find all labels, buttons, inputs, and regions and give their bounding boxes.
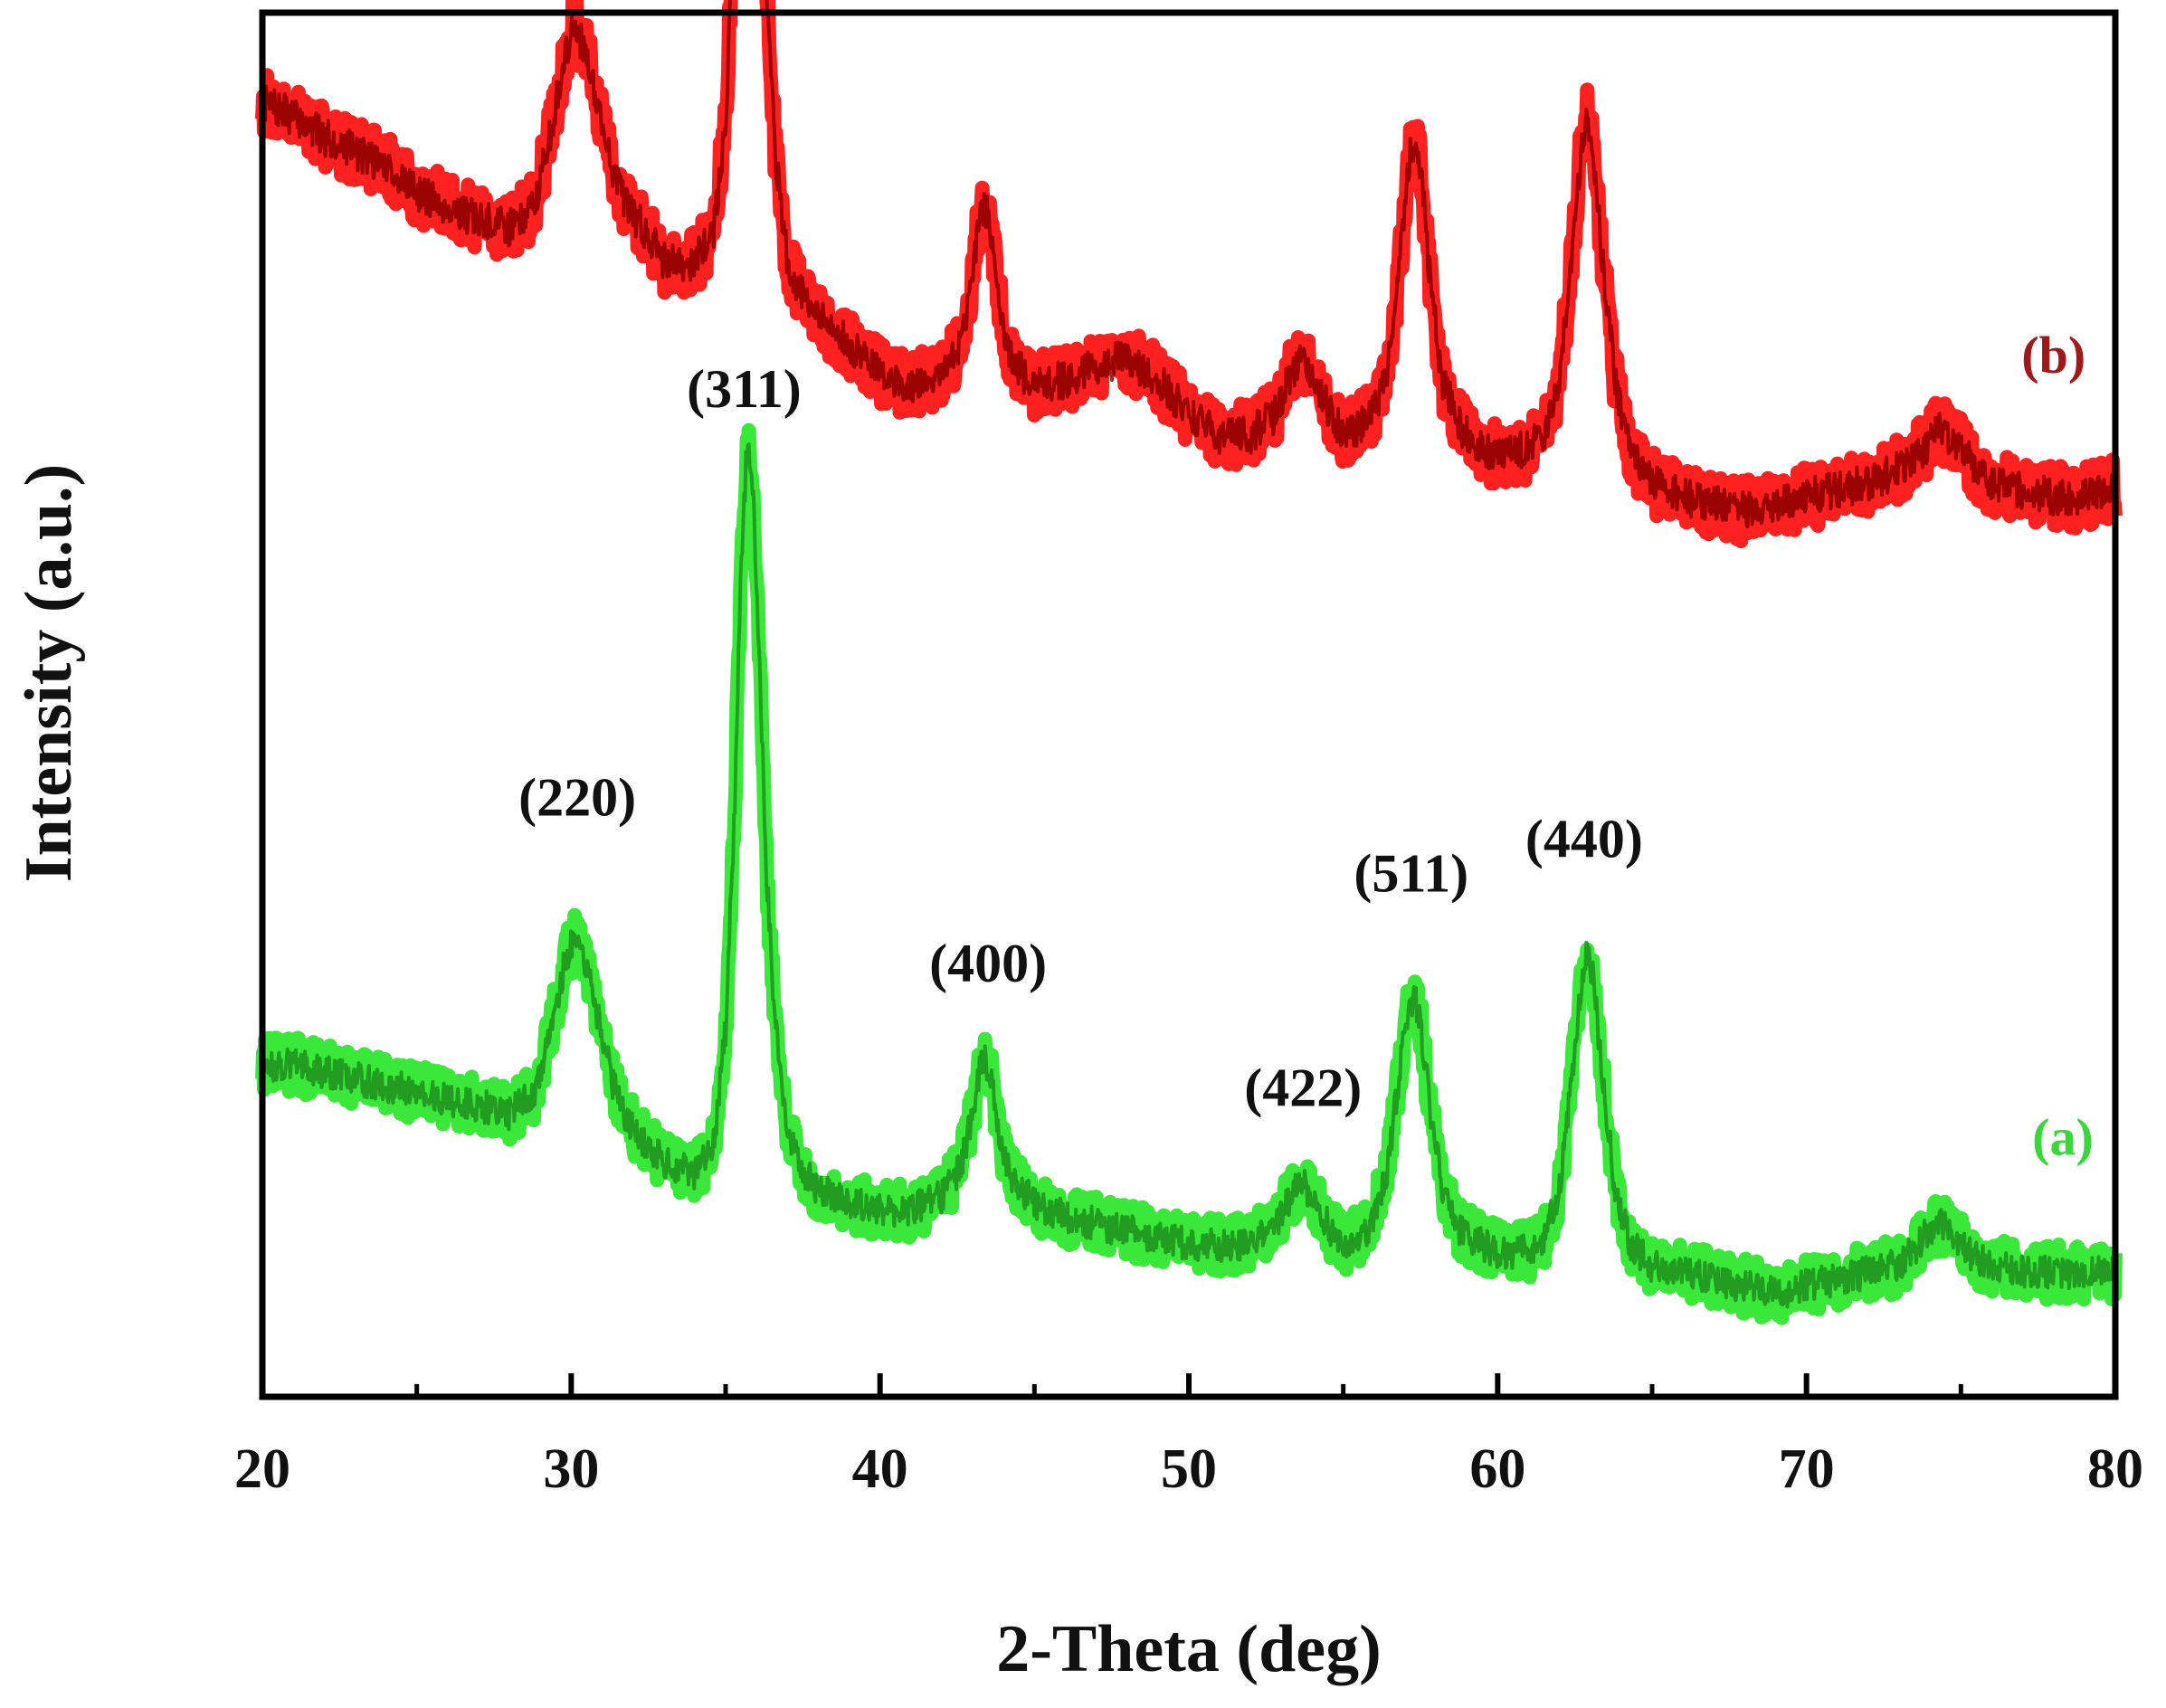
series-edge-line-1 [261, 442, 2117, 1309]
peak-label: (440) [1525, 809, 1643, 868]
x-tick-label: 20 [234, 1438, 290, 1500]
peak-label: (511) [1354, 844, 1468, 904]
peak-label: (422) [1244, 1058, 1362, 1118]
x-tick-label: 50 [1161, 1438, 1217, 1500]
series-1 [255, 422, 2123, 1325]
x-tick-label: 80 [2087, 1438, 2143, 1500]
series-label: (b) [2021, 326, 2085, 384]
series-label: (a) [2032, 1107, 2094, 1166]
series-line-0 [255, 0, 2123, 548]
series-layer [255, 0, 2123, 1325]
series-edge-line-0 [261, 0, 2117, 529]
x-tick-label: 60 [1469, 1438, 1525, 1500]
ticks-layer: 20 30 40 50 60 70 80 [234, 1373, 2143, 1500]
peak-label: (220) [518, 767, 636, 827]
y-axis-title: Intensity (a.u.) [12, 464, 86, 883]
peak-label: (311) [687, 359, 802, 419]
annotation-layer: (311) (220) (400) (422) (511) (440) (b) (a) [518, 326, 2094, 1166]
x-tick-label: 70 [1779, 1438, 1835, 1500]
x-tick-label: 40 [852, 1438, 908, 1500]
peak-label: (400) [929, 934, 1047, 993]
series-line-1 [255, 422, 2123, 1325]
x-tick-label: 30 [543, 1438, 599, 1500]
x-axis-title: 2-Theta (deg) [996, 1612, 1381, 1686]
series-0 [255, 0, 2123, 548]
